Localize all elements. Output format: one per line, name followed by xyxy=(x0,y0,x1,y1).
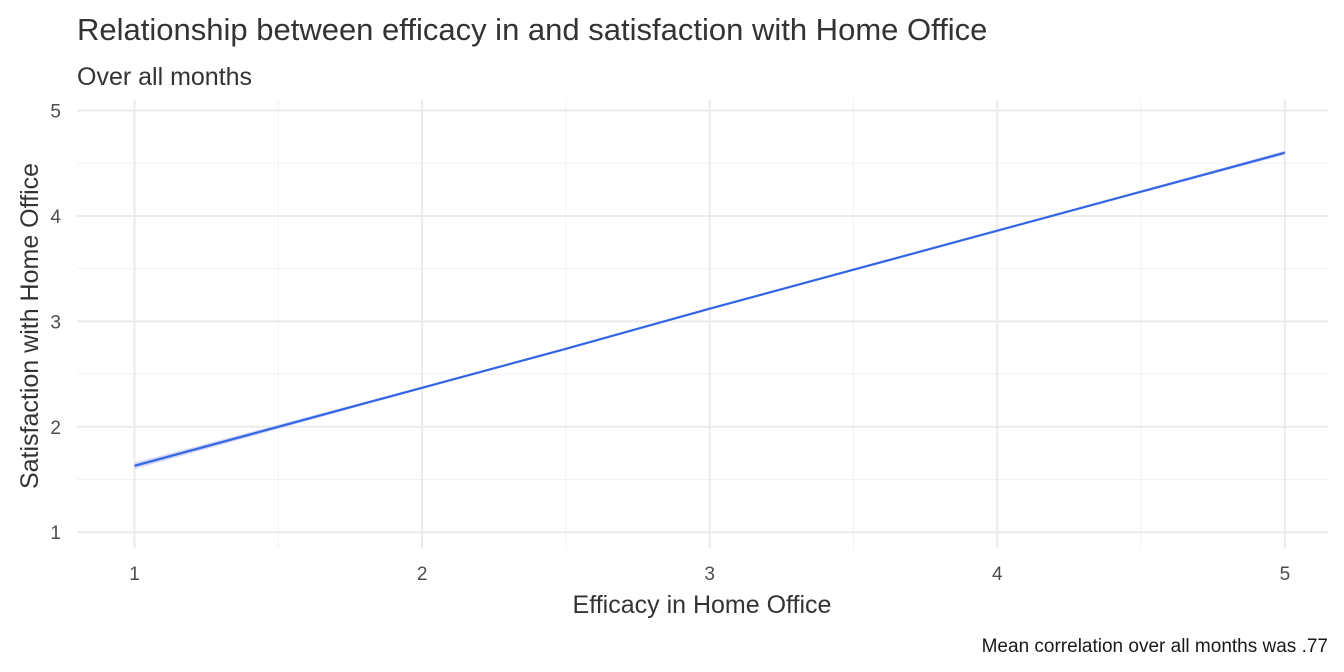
chart-caption: Mean correlation over all months was .77 xyxy=(982,636,1328,657)
chart-title: Relationship between efficacy in and sat… xyxy=(77,12,987,47)
y-tick-label: 4 xyxy=(50,207,61,228)
x-tick-label: 4 xyxy=(992,564,1003,585)
chart-subtitle: Over all months xyxy=(77,63,252,91)
y-tick-label: 3 xyxy=(50,312,61,333)
fit-line xyxy=(134,151,1286,467)
y-tick-label: 2 xyxy=(50,418,61,439)
y-tick-label: 5 xyxy=(50,102,61,123)
fit-line-layer xyxy=(134,151,1286,467)
x-axis-ticks: 1 2 3 4 5 xyxy=(129,564,1290,585)
y-axis-title: Satisfaction with Home Office xyxy=(16,163,44,489)
y-tick-label: 1 xyxy=(50,523,61,544)
grid xyxy=(77,100,1328,548)
y-axis-ticks: 1 2 3 4 5 xyxy=(50,102,61,545)
x-tick-label: 1 xyxy=(129,564,140,585)
x-tick-label: 5 xyxy=(1280,564,1291,585)
x-tick-label: 2 xyxy=(417,564,428,585)
x-axis-title: Efficacy in Home Office xyxy=(573,591,832,619)
x-tick-label: 3 xyxy=(704,564,715,585)
